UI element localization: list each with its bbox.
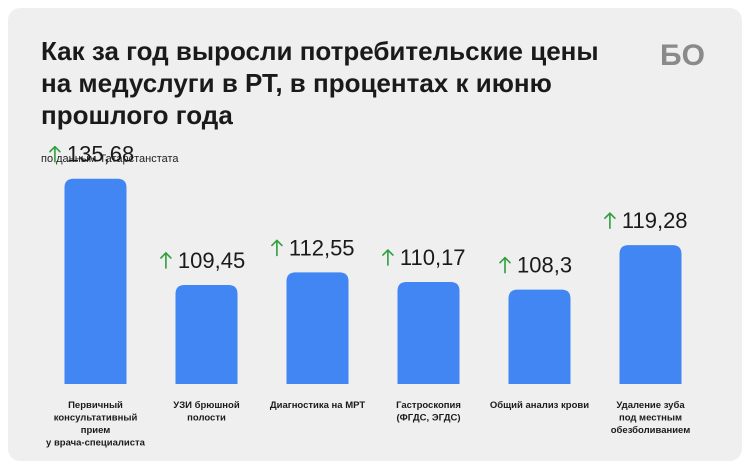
up-arrow-icon (160, 252, 172, 269)
bar (175, 284, 238, 384)
value-label: 112,55 (289, 235, 355, 260)
bar (508, 289, 571, 384)
chart-title: Как за год выросли потребительские цены … (41, 36, 599, 130)
category-label: УЗИ брюшной полости (173, 400, 240, 424)
bar-group: 109,45 УЗИ брюшной полости (160, 248, 245, 424)
category-label: Первичный консультативный прием у врача-спе… (46, 400, 146, 449)
bar-group: 119,28 Удаление зуба под местным обезболива… (604, 208, 691, 436)
up-arrow-icon (49, 145, 61, 163)
bar (397, 282, 460, 384)
value-label: 108,3 (517, 253, 572, 278)
category-label: Общий анализ крови (490, 400, 589, 411)
bar-group: 112,55 Диагностика на МРТ (270, 235, 366, 411)
category-label: Удаление зуба под местным обезболиванием (611, 400, 691, 436)
value-label: 109,45 (178, 248, 245, 273)
svg-text:БО: БО (660, 39, 705, 70)
up-arrow-icon (604, 212, 616, 229)
up-arrow-icon (271, 239, 283, 257)
bar (286, 272, 349, 384)
value-label: 135,68 (67, 142, 134, 167)
up-arrow-icon (499, 256, 511, 274)
bo-logo: БО (660, 39, 705, 70)
bar-group: 135,68 Первичный консультативный прием у вра… (46, 142, 146, 449)
value-label: 119,28 (622, 208, 688, 233)
chart-card (8, 8, 742, 461)
value-label: 110,17 (400, 245, 466, 270)
bar-group: 110,17 Гастроскопия (ФГДС, ЭГДС) (382, 245, 466, 424)
chart-subtitle: по данным Татарстанстата (41, 153, 179, 165)
up-arrow-icon (382, 249, 394, 266)
bar (619, 245, 682, 384)
category-label: Диагностика на МРТ (270, 400, 366, 411)
category-label: Гастроскопия (ФГДС, ЭГДС) (396, 400, 461, 424)
bar-group: 108,3 Общий анализ крови (490, 253, 589, 411)
bar (64, 178, 127, 384)
